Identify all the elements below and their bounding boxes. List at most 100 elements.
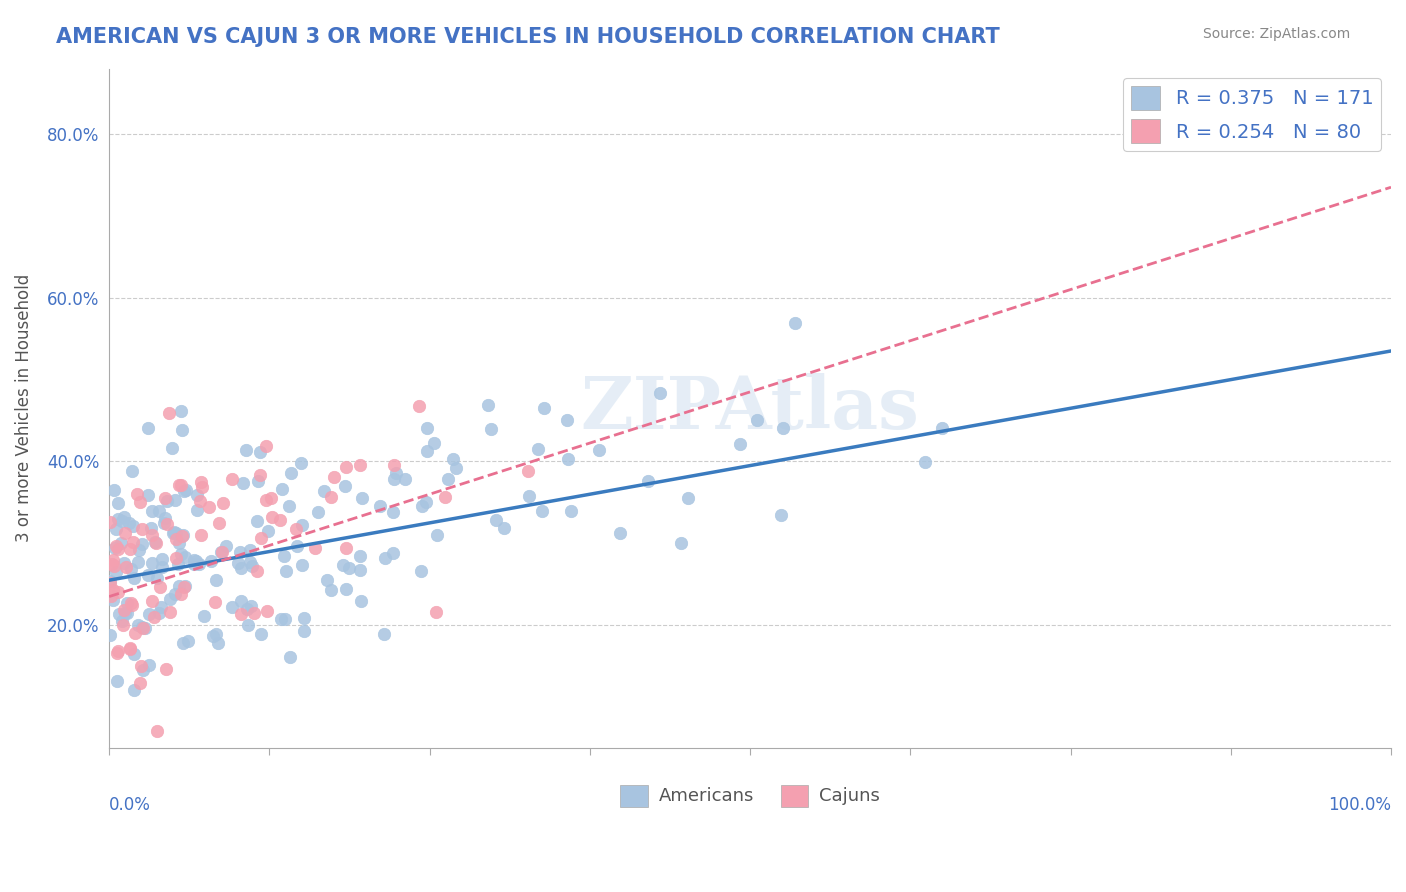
Cajuns [221, 472, 243, 486]
Americans [280, 466, 302, 480]
Americans [107, 495, 129, 509]
Cajuns [143, 610, 166, 624]
Americans [531, 503, 554, 517]
Cajuns [114, 559, 136, 574]
Cajuns [125, 486, 148, 500]
Americans [156, 493, 179, 508]
Americans [247, 474, 270, 488]
Americans [235, 602, 257, 616]
Americans [246, 514, 269, 528]
Americans [291, 517, 314, 532]
Americans [163, 587, 186, 601]
Americans [101, 593, 124, 607]
Americans [141, 556, 163, 570]
Cajuns [105, 646, 128, 660]
Cajuns [159, 605, 181, 619]
Americans [186, 488, 208, 502]
Cajuns [425, 605, 447, 619]
Americans [111, 514, 134, 528]
Legend: Americans, Cajuns: Americans, Cajuns [613, 777, 887, 814]
Cajuns [107, 644, 129, 658]
Cajuns [250, 531, 273, 545]
Cajuns [122, 535, 145, 549]
Americans [205, 627, 228, 641]
Americans [291, 558, 314, 572]
Americans [153, 511, 176, 525]
Americans [167, 536, 190, 550]
Cajuns [243, 606, 266, 620]
Americans [236, 618, 259, 632]
Americans [104, 541, 127, 555]
Cajuns [107, 542, 129, 557]
Cajuns [100, 575, 122, 590]
Cajuns [211, 544, 233, 558]
Americans [312, 484, 335, 499]
Americans [319, 583, 342, 598]
Americans [648, 386, 671, 401]
Text: 0.0%: 0.0% [110, 796, 150, 814]
Cajuns [167, 478, 190, 492]
Americans [165, 525, 187, 540]
Americans [127, 617, 149, 632]
Americans [138, 607, 160, 621]
Americans [152, 551, 174, 566]
Americans [411, 499, 433, 513]
Americans [150, 599, 173, 614]
Americans [240, 599, 263, 613]
Cajuns [304, 541, 326, 555]
Americans [381, 505, 404, 519]
Americans [136, 488, 159, 502]
Cajuns [335, 541, 357, 556]
Americans [173, 579, 195, 593]
Cajuns [107, 585, 129, 599]
Cajuns [141, 528, 163, 542]
Americans [162, 525, 184, 540]
Cajuns [198, 500, 221, 514]
Americans [221, 600, 243, 615]
Americans [143, 534, 166, 549]
Cajuns [118, 641, 141, 656]
Americans [307, 505, 329, 519]
Americans [278, 499, 301, 513]
Americans [201, 629, 224, 643]
Americans [232, 475, 254, 490]
Americans [165, 493, 187, 508]
Cajuns [118, 641, 141, 656]
Americans [747, 413, 769, 427]
Americans [772, 421, 794, 435]
Americans [332, 558, 354, 573]
Americans [170, 423, 193, 437]
Americans [100, 628, 122, 642]
Americans [136, 421, 159, 435]
Cajuns [254, 438, 277, 452]
Americans [117, 606, 139, 620]
Americans [349, 594, 371, 608]
Cajuns [145, 535, 167, 549]
Americans [146, 571, 169, 585]
Americans [138, 568, 160, 582]
Cajuns [517, 464, 540, 478]
Cajuns [408, 400, 430, 414]
Americans [231, 561, 253, 575]
Cajuns [155, 491, 177, 505]
Americans [103, 483, 125, 497]
Americans [527, 442, 550, 457]
Cajuns [100, 516, 122, 530]
Americans [148, 504, 170, 518]
Americans [131, 620, 153, 634]
Cajuns [132, 621, 155, 635]
Cajuns [129, 495, 152, 509]
Text: 100.0%: 100.0% [1329, 796, 1391, 814]
Cajuns [254, 492, 277, 507]
Americans [349, 563, 371, 577]
Americans [115, 596, 138, 610]
Americans [188, 557, 211, 571]
Americans [337, 561, 360, 575]
Americans [173, 528, 195, 542]
Americans [250, 626, 273, 640]
Americans [205, 573, 228, 587]
Americans [112, 510, 135, 524]
Cajuns [249, 468, 271, 483]
Americans [385, 466, 408, 480]
Americans [769, 508, 792, 523]
